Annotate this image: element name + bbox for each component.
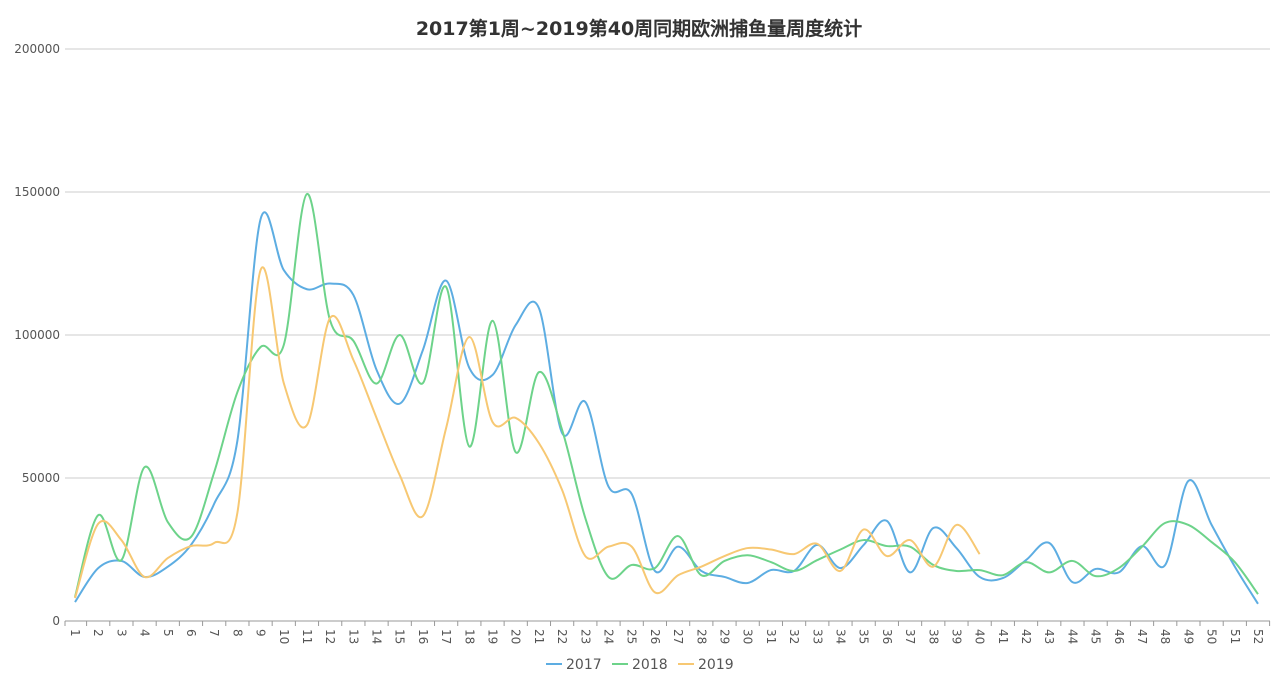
x-tick-label: 39 — [949, 629, 963, 644]
x-tick-label: 26 — [648, 629, 662, 644]
x-tick-label: 37 — [903, 629, 917, 644]
y-tick-label: 0 — [52, 614, 60, 628]
x-tick-label: 24 — [602, 629, 616, 644]
x-tick-label: 50 — [1205, 629, 1219, 644]
legend-item-2019: 2019 — [678, 657, 734, 673]
x-tick-label: 29 — [717, 629, 731, 644]
x-tick-label: 44 — [1065, 629, 1079, 644]
chart-title: 2017第1周~2019第40周同期欧洲捕鱼量周度统计 — [416, 17, 862, 40]
series-line-2017 — [74, 211, 1259, 605]
x-tick-label: 47 — [1135, 629, 1149, 644]
legend-label: 2018 — [632, 657, 668, 673]
x-tick-label: 3 — [114, 629, 128, 637]
x-tick-label: 16 — [416, 629, 430, 644]
x-tick-label: 1 — [68, 629, 82, 637]
x-tick-label: 19 — [486, 629, 500, 644]
x-tick-label: 28 — [694, 629, 708, 644]
x-tick-label: 18 — [462, 629, 476, 644]
x-tick-label: 4 — [138, 629, 152, 637]
x-tick-label: 7 — [207, 629, 221, 637]
x-tick-label: 45 — [1089, 629, 1103, 644]
x-tick-label: 27 — [671, 629, 685, 644]
x-tick-label: 32 — [787, 629, 801, 644]
x-tick-label: 15 — [393, 629, 407, 644]
x-tick-label: 10 — [277, 629, 291, 644]
x-tick-label: 20 — [509, 629, 523, 644]
legend-label: 2019 — [698, 657, 734, 673]
x-tick-label: 31 — [764, 629, 778, 644]
y-tick-label: 200000 — [14, 42, 60, 56]
legend-item-2017: 2017 — [546, 657, 602, 673]
x-tick-label: 35 — [857, 629, 871, 644]
x-tick-label: 33 — [810, 629, 824, 644]
x-tick-label: 14 — [370, 629, 384, 644]
x-tick-label: 25 — [625, 629, 639, 644]
x-tick-label: 46 — [1112, 629, 1126, 644]
y-tick-label: 150000 — [14, 185, 60, 199]
x-tick-label: 51 — [1228, 629, 1242, 644]
x-tick-label: 11 — [300, 629, 314, 644]
series-line-2018 — [74, 192, 1259, 598]
x-tick-label: 52 — [1251, 629, 1265, 644]
legend-label: 2017 — [566, 657, 602, 673]
x-tick-label: 21 — [532, 629, 546, 644]
x-tick-label: 38 — [926, 629, 940, 644]
x-tick-label: 6 — [184, 629, 198, 637]
series-line-2019 — [74, 266, 981, 599]
x-tick-label: 8 — [230, 629, 244, 637]
y-tick-label: 100000 — [14, 328, 60, 342]
x-tick-label: 34 — [833, 629, 847, 644]
x-tick-label: 42 — [1019, 629, 1033, 644]
x-tick-label: 41 — [996, 629, 1010, 644]
x-tick-label: 12 — [323, 629, 337, 644]
x-tick-label: 23 — [578, 629, 592, 644]
x-tick-label: 5 — [161, 629, 175, 637]
x-tick-label: 17 — [439, 629, 453, 644]
legend-item-2018: 2018 — [612, 657, 668, 673]
legend: 2017 2018 2019 — [546, 657, 734, 673]
x-tick-label: 13 — [346, 629, 360, 644]
x-tick-label: 22 — [555, 629, 569, 644]
x-tick-label: 9 — [254, 629, 268, 637]
y-tick-label: 50000 — [22, 471, 60, 485]
x-tick-label: 48 — [1158, 629, 1172, 644]
x-tick-label: 30 — [741, 629, 755, 644]
x-tick-label: 2 — [91, 629, 105, 637]
x-tick-label: 40 — [973, 629, 987, 644]
x-tick-label: 36 — [880, 629, 894, 644]
x-tick-label: 43 — [1042, 629, 1056, 644]
x-tick-label: 49 — [1181, 629, 1195, 644]
